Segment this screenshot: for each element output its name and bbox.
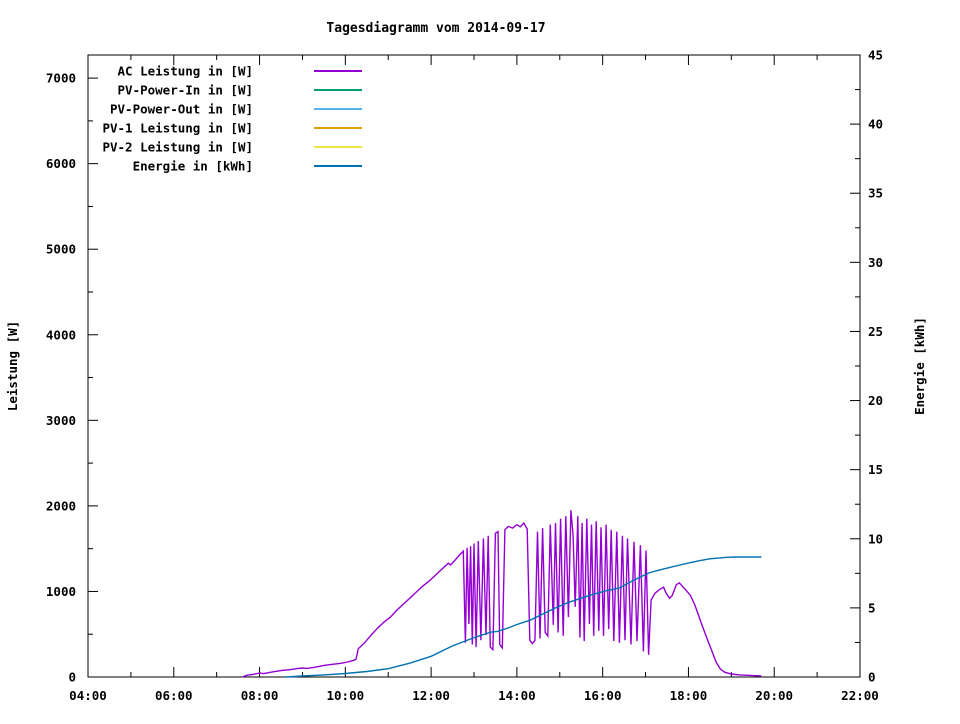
x-axis-tick-label: 10:00 [327, 688, 365, 703]
x-axis-tick-label: 08:00 [241, 688, 279, 703]
y2-axis-tick-label: 40 [868, 117, 883, 132]
x-axis-tick-label: 06:00 [155, 688, 193, 703]
series-ac-leistung-in-w [242, 510, 762, 678]
legend-label-pv-2-leistung-in-w: PV-2 Leistung in [W] [102, 140, 253, 155]
y2-axis-tick-label: 5 [868, 600, 876, 615]
left-axis-title: Leistung [W] [5, 321, 20, 411]
chart-title: Tagesdiagramm vom 2014-09-17 [326, 21, 545, 36]
y-axis-tick-label: 7000 [46, 71, 76, 86]
axis-ticks [87, 54, 861, 678]
legend-label-pv-1-leistung-in-w: PV-1 Leistung in [W] [102, 121, 253, 136]
x-axis-tick-label: 12:00 [412, 688, 450, 703]
y-axis-tick-label: 2000 [46, 498, 76, 513]
legend-label-energie-in-kwh: Energie in [kWh] [133, 159, 253, 174]
y-axis-tick-label: 4000 [46, 327, 76, 342]
y2-axis-tick-label: 30 [868, 255, 883, 270]
y-axis-tick-label: 6000 [46, 156, 76, 171]
legend: AC Leistung in [W] PV-Power-In in [W] PV-P… [102, 64, 362, 174]
y2-axis-tick-label: 45 [868, 48, 883, 63]
x-axis-tick-label: 04:00 [69, 688, 107, 703]
y2-axis-tick-label: 0 [868, 670, 876, 685]
x-axis-tick-label: 22:00 [841, 688, 879, 703]
y-axis-tick-label: 3000 [46, 413, 76, 428]
legend-label-pv-power-out-in-w: PV-Power-Out in [W] [110, 102, 253, 117]
right-axis-title: Energie [kWh] [912, 317, 927, 415]
x-axis-tick-label: 18:00 [670, 688, 708, 703]
y2-axis-tick-label: 10 [868, 531, 883, 546]
y-axis-tick-label: 1000 [46, 584, 76, 599]
y2-axis-tick-label: 25 [868, 324, 883, 339]
y2-axis-tick-label: 20 [868, 393, 883, 408]
legend-label-pv-power-in-in-w: PV-Power-In in [W] [118, 83, 253, 98]
series-energie-in-kwh [285, 556, 762, 678]
y2-axis-tick-label: 15 [868, 462, 883, 477]
y2-axis-tick-label: 35 [868, 186, 883, 201]
y-axis-tick-label: 0 [68, 670, 76, 685]
x-axis-tick-label: 16:00 [584, 688, 622, 703]
series-lines [242, 510, 762, 678]
x-axis-tick-label: 14:00 [498, 688, 536, 703]
y-axis-tick-label: 5000 [46, 242, 76, 257]
x-axis-tick-label: 20:00 [755, 688, 793, 703]
legend-label-ac-leistung-in-w: AC Leistung in [W] [118, 64, 253, 79]
axis-tick-labels: 04:00 06:00 08:00 10:00 12:00 14:00 16:00 18:00… [46, 48, 883, 704]
